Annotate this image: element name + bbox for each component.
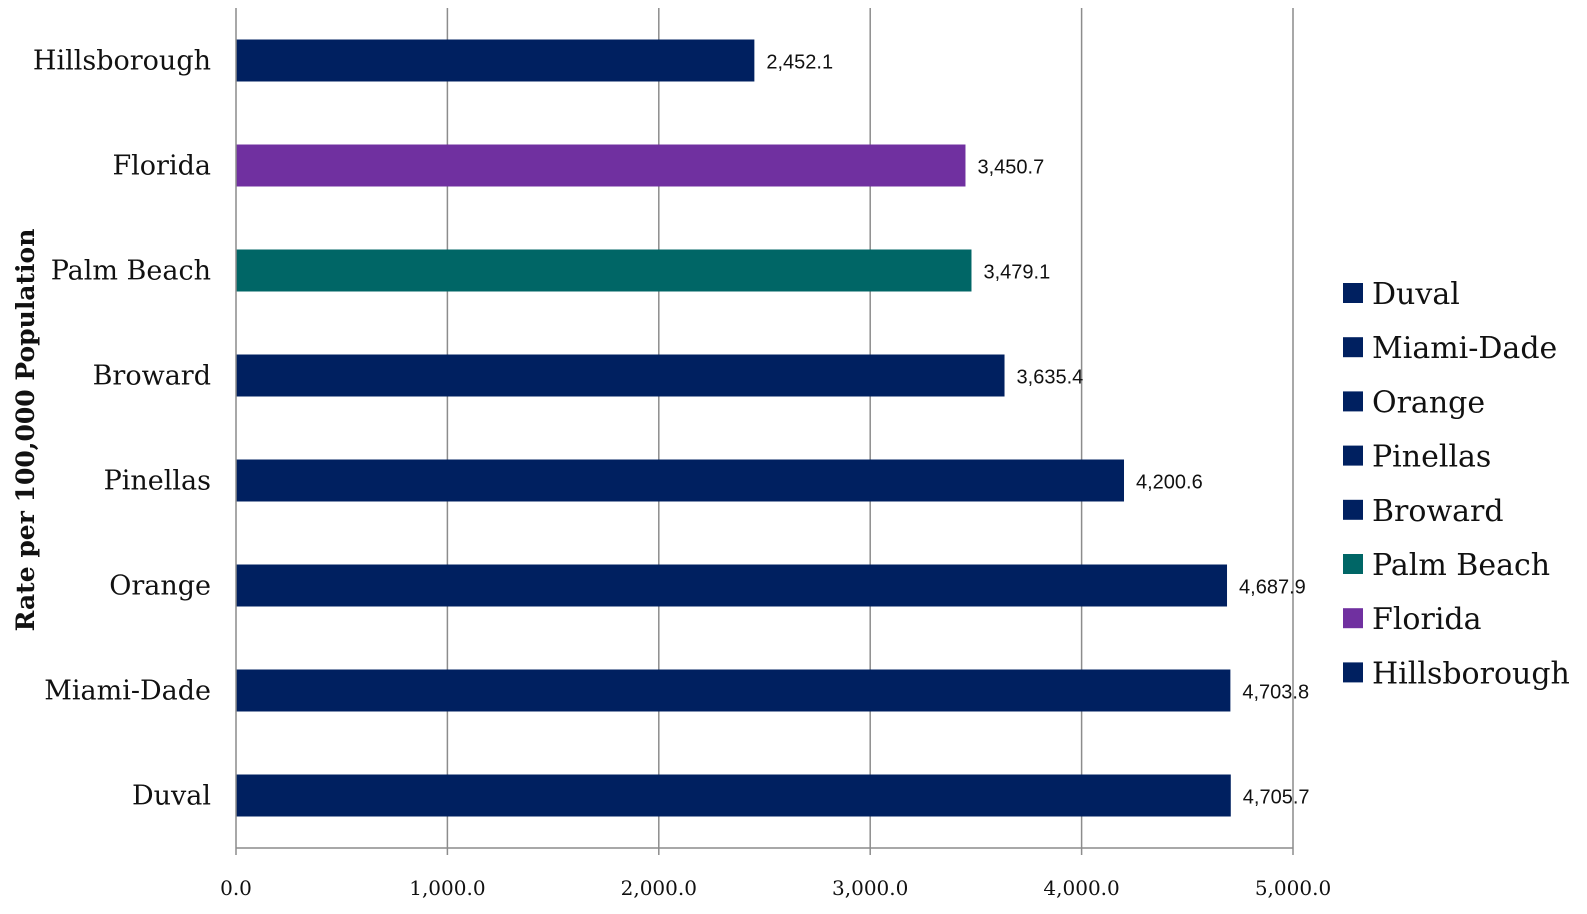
y-axis-title: Rate per 100,000 Population [11, 229, 40, 632]
grid-lines [235, 8, 1294, 855]
legend-swatch [1343, 554, 1363, 574]
legend-label: Orange [1372, 385, 1485, 420]
data-label: 4,687.9 [1239, 577, 1306, 599]
bar-palm-beach [236, 249, 972, 292]
axes [235, 8, 1293, 849]
bar-hillsborough [236, 39, 755, 82]
legend-swatch [1343, 337, 1363, 358]
bar-pinellas [236, 459, 1125, 502]
legend-label: Broward [1372, 494, 1504, 529]
legend-item: Duval [1343, 277, 1460, 312]
bar-orange [236, 564, 1228, 607]
category-labels: Duval Miami-Dade Orange Pinellas Broward Palm… [33, 46, 211, 812]
bar-broward [236, 354, 1005, 397]
legend-item: Pinellas [1343, 440, 1491, 475]
category-label: Florida [112, 151, 211, 182]
x-tick-label: 3,000.0 [832, 876, 908, 900]
legend-label: Florida [1372, 602, 1482, 637]
category-label: Miami-Dade [44, 676, 211, 707]
data-labels: 4,705.7 4,703.8 4,687.9 4,200.6 3,635.4 3,479… [766, 52, 1309, 809]
legend-swatch [1343, 499, 1363, 520]
legend-item: Hillsborough [1343, 656, 1570, 691]
data-label: 4,705.7 [1243, 787, 1310, 809]
legend-item: Palm Beach [1343, 548, 1550, 583]
legend-label: Duval [1372, 277, 1460, 312]
category-label: Palm Beach [51, 256, 211, 287]
legend: Duval Miami-Dade Orange Pinellas Broward Palm… [1343, 277, 1570, 691]
bar-miami-dade [236, 669, 1231, 712]
data-label: 3,450.7 [977, 157, 1044, 179]
x-tick-label: 4,000.0 [1043, 876, 1119, 900]
category-label: Hillsborough [33, 46, 211, 77]
legend-swatch [1343, 283, 1363, 303]
legend-label: Pinellas [1372, 440, 1491, 475]
legend-item: Orange [1343, 385, 1485, 420]
category-label: Pinellas [104, 466, 211, 497]
data-label: 3,635.4 [1017, 367, 1084, 389]
data-label: 4,200.6 [1136, 472, 1203, 494]
data-label: 3,479.1 [983, 262, 1050, 284]
data-label: 2,452.1 [766, 52, 833, 74]
x-tick-label: 0.0 [220, 876, 252, 900]
x-tick-label: 1,000.0 [409, 876, 485, 900]
category-label: Broward [93, 361, 211, 392]
bar-duval [236, 774, 1231, 817]
legend-item: Florida [1343, 602, 1482, 637]
legend-swatch [1343, 391, 1363, 412]
x-tick-label: 2,000.0 [621, 876, 697, 900]
legend-label: Miami-Dade [1372, 331, 1557, 366]
legend-item: Broward [1343, 494, 1504, 529]
data-label: 4,703.8 [1242, 682, 1309, 704]
x-tick-label: 5,000.0 [1255, 876, 1331, 900]
legend-label: Hillsborough [1372, 656, 1570, 691]
bar-florida [236, 144, 966, 187]
legend-item: Miami-Dade [1343, 331, 1557, 366]
legend-swatch [1343, 608, 1363, 629]
bars [236, 39, 1231, 817]
category-label: Orange [109, 571, 211, 602]
tick-labels: 0.0 1,000.0 2,000.0 3,000.0 4,000.0 5,000.0 [220, 876, 1331, 900]
category-label: Duval [132, 781, 211, 812]
legend-label: Palm Beach [1372, 548, 1550, 583]
legend-swatch [1343, 662, 1363, 683]
legend-swatch [1343, 445, 1363, 466]
